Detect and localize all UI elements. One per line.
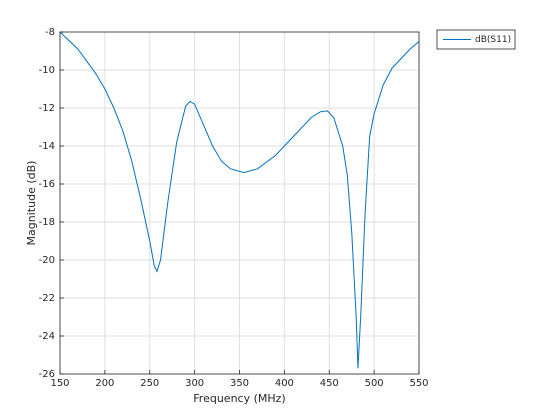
y-axis-label: Magnitude (dB) [25,161,38,246]
y-tick-label: -8 [45,27,55,38]
x-tick-label: 500 [365,378,384,389]
x-axis-label: Frequency (MHz) [193,392,285,405]
x-tick-label: 200 [95,378,114,389]
x-tick-label: 450 [320,378,339,389]
y-tick-label: -18 [39,217,55,228]
y-tick-label: -14 [39,141,55,152]
y-tick-label: -22 [39,293,55,304]
data-line [59,31,420,369]
y-tick-label: -10 [39,65,55,76]
x-tick-label: 350 [230,378,249,389]
x-tick-label: 250 [140,378,159,389]
legend-label: dB(S11) [475,35,511,45]
y-tick-label: -20 [39,255,55,266]
legend-box [436,29,516,50]
y-tick-label: -24 [39,331,55,342]
x-tick-label: 400 [275,378,294,389]
x-tick-label: 300 [185,378,204,389]
y-tick-label: -12 [39,103,55,114]
x-tick-label: 550 [409,378,428,389]
x-tick-label: 150 [50,378,69,389]
y-tick-label: -16 [39,179,55,190]
y-tick-label: -26 [39,369,55,380]
